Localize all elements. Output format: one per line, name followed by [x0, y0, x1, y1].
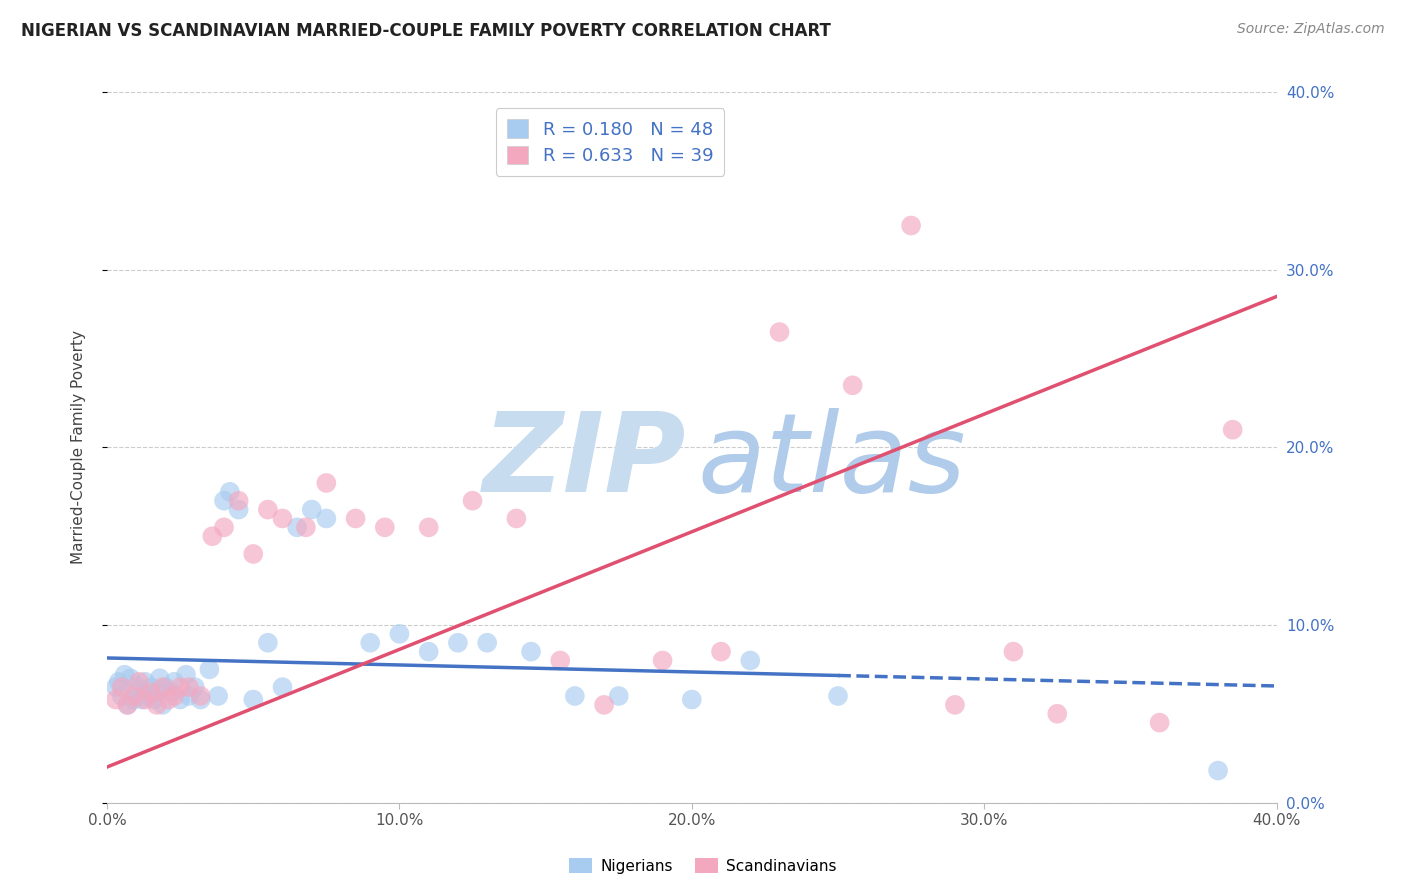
Point — [134, 674, 156, 689]
Point — [122, 692, 145, 706]
Point — [128, 685, 150, 699]
Point — [128, 674, 150, 689]
Point — [190, 692, 212, 706]
Point — [114, 667, 136, 681]
Point — [212, 493, 235, 508]
Point — [177, 689, 200, 703]
Point — [201, 529, 224, 543]
Point — [174, 667, 197, 681]
Point — [388, 627, 411, 641]
Point — [242, 547, 264, 561]
Point — [359, 636, 381, 650]
Text: ZIP: ZIP — [482, 409, 686, 516]
Point — [139, 680, 162, 694]
Point — [177, 680, 200, 694]
Point — [1222, 423, 1244, 437]
Point — [160, 685, 183, 699]
Point — [315, 511, 337, 525]
Point — [520, 645, 543, 659]
Point — [344, 511, 367, 525]
Point — [142, 692, 165, 706]
Point — [111, 689, 134, 703]
Point — [681, 692, 703, 706]
Point — [198, 662, 221, 676]
Point — [117, 698, 139, 712]
Point — [207, 689, 229, 703]
Point — [418, 520, 440, 534]
Point — [257, 502, 280, 516]
Legend: Nigerians, Scandinavians: Nigerians, Scandinavians — [564, 852, 842, 880]
Point — [548, 653, 571, 667]
Point — [212, 520, 235, 534]
Point — [111, 680, 134, 694]
Point — [155, 680, 177, 694]
Point — [1046, 706, 1069, 721]
Point — [418, 645, 440, 659]
Point — [107, 674, 129, 689]
Text: atlas: atlas — [697, 409, 966, 516]
Point — [169, 692, 191, 706]
Point — [651, 653, 673, 667]
Point — [257, 636, 280, 650]
Point — [104, 680, 127, 694]
Point — [163, 674, 186, 689]
Point — [134, 692, 156, 706]
Point — [218, 484, 240, 499]
Point — [461, 493, 484, 508]
Text: Source: ZipAtlas.com: Source: ZipAtlas.com — [1237, 22, 1385, 37]
Point — [1002, 645, 1025, 659]
Point — [564, 689, 586, 703]
Point — [841, 378, 863, 392]
Point — [149, 671, 172, 685]
Point — [146, 685, 169, 699]
Point — [163, 689, 186, 703]
Point — [131, 692, 153, 706]
Point — [139, 685, 162, 699]
Point — [104, 692, 127, 706]
Point — [242, 692, 264, 706]
Point — [900, 219, 922, 233]
Y-axis label: Married-Couple Family Poverty: Married-Couple Family Poverty — [72, 330, 86, 565]
Point — [271, 680, 294, 694]
Point — [475, 636, 498, 650]
Point — [152, 698, 174, 712]
Point — [285, 520, 308, 534]
Text: NIGERIAN VS SCANDINAVIAN MARRIED-COUPLE FAMILY POVERTY CORRELATION CHART: NIGERIAN VS SCANDINAVIAN MARRIED-COUPLE … — [21, 22, 831, 40]
Point — [943, 698, 966, 712]
Point — [228, 493, 250, 508]
Point — [146, 698, 169, 712]
Point — [228, 502, 250, 516]
Point — [710, 645, 733, 659]
Point — [136, 689, 159, 703]
Point — [152, 680, 174, 694]
Point — [157, 692, 180, 706]
Point — [827, 689, 849, 703]
Point — [607, 689, 630, 703]
Point — [593, 698, 616, 712]
Point — [374, 520, 396, 534]
Point — [271, 511, 294, 525]
Legend: R = 0.180   N = 48, R = 0.633   N = 39: R = 0.180 N = 48, R = 0.633 N = 39 — [496, 109, 724, 176]
Point — [295, 520, 318, 534]
Point — [1206, 764, 1229, 778]
Point — [117, 698, 139, 712]
Point — [120, 671, 142, 685]
Point — [740, 653, 762, 667]
Point — [1149, 715, 1171, 730]
Point — [768, 325, 790, 339]
Point — [122, 689, 145, 703]
Point — [125, 680, 148, 694]
Point — [315, 475, 337, 490]
Point — [447, 636, 470, 650]
Point — [190, 689, 212, 703]
Point — [301, 502, 323, 516]
Point — [505, 511, 527, 525]
Point — [184, 680, 207, 694]
Point — [169, 680, 191, 694]
